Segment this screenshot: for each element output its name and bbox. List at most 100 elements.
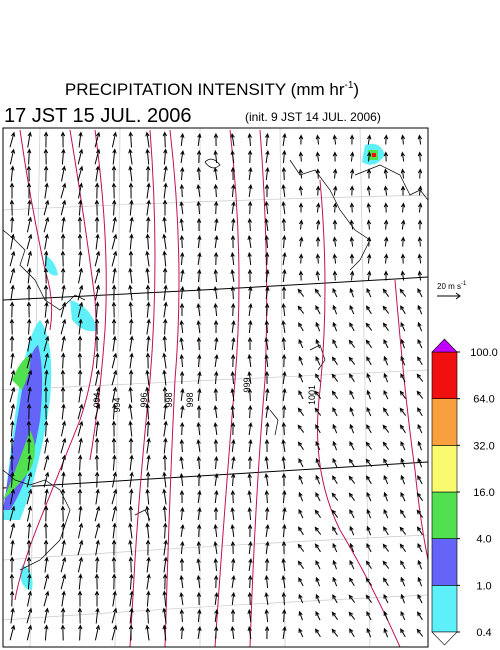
wind-arrow bbox=[366, 627, 372, 638]
wind-arrow bbox=[128, 284, 133, 301]
wind-arrow bbox=[112, 471, 117, 488]
wind-arrow bbox=[197, 489, 202, 503]
wind-arrow bbox=[26, 369, 33, 386]
colorbar: 0.4 1.0 4.0 16.0 32.0 64.0 100.0 bbox=[431, 338, 498, 646]
wind-arrow bbox=[10, 488, 15, 505]
wind-arrow bbox=[214, 217, 219, 231]
wind-arrow bbox=[61, 335, 66, 352]
wind-arrow bbox=[26, 488, 33, 505]
wind-arrow bbox=[196, 302, 201, 316]
wind-arrow bbox=[230, 302, 236, 317]
wind-arrow bbox=[230, 421, 236, 436]
wind-arrow bbox=[230, 625, 235, 640]
wind-arrow bbox=[298, 168, 304, 179]
wind-arrow bbox=[145, 267, 150, 284]
wind-arrow bbox=[417, 151, 423, 162]
vector-scale-exponent: -1 bbox=[461, 281, 467, 287]
wind-arrow bbox=[60, 318, 67, 335]
wind-arrow bbox=[231, 319, 236, 333]
wind-arrow bbox=[27, 454, 32, 471]
wind-arrow bbox=[128, 182, 134, 199]
wind-arrow bbox=[247, 217, 253, 232]
wind-arrow bbox=[145, 352, 151, 369]
wind-arrow bbox=[162, 386, 168, 403]
colorbar-segment bbox=[431, 491, 458, 539]
wind-arrow bbox=[213, 302, 218, 317]
wind-arrow bbox=[399, 390, 407, 399]
wind-arrow bbox=[27, 386, 32, 403]
wind-arrow bbox=[265, 166, 270, 181]
wind-arrow bbox=[94, 471, 100, 488]
wind-arrow bbox=[365, 594, 373, 603]
wind-arrow bbox=[60, 556, 67, 573]
isobar-label: 999 bbox=[242, 377, 252, 392]
wind-arrow bbox=[230, 251, 235, 266]
wind-arrow bbox=[163, 437, 168, 454]
wind-arrow bbox=[400, 355, 406, 366]
wind-arrow bbox=[163, 556, 168, 573]
wind-arrow bbox=[366, 219, 372, 230]
wind-arrow bbox=[27, 131, 32, 148]
wind-arrow bbox=[416, 373, 424, 382]
colorbar-segment bbox=[431, 445, 458, 493]
wind-arrow bbox=[417, 185, 423, 196]
wind-arrow bbox=[281, 285, 287, 299]
wind-arrow bbox=[383, 219, 389, 230]
wind-arrow bbox=[417, 474, 423, 485]
wind-arrow bbox=[248, 557, 253, 571]
wind-arrow bbox=[27, 573, 32, 590]
wind-arrow bbox=[78, 573, 83, 590]
wind-arrow bbox=[247, 149, 253, 164]
wind-arrow bbox=[230, 506, 235, 520]
wind-arrow bbox=[196, 200, 201, 215]
wind-arrow bbox=[111, 420, 117, 437]
wind-arrow bbox=[43, 352, 49, 369]
wind-arrow bbox=[248, 183, 253, 197]
wind-arrow bbox=[112, 199, 117, 216]
wind-arrow bbox=[264, 472, 269, 486]
wind-arrow bbox=[111, 488, 118, 505]
wind-arrow bbox=[43, 318, 49, 335]
wind-arrow bbox=[348, 611, 356, 620]
wind-arrow bbox=[77, 216, 83, 233]
wind-arrow bbox=[400, 185, 406, 196]
wind-arrow bbox=[417, 236, 423, 247]
wind-arrow bbox=[366, 134, 372, 145]
wind-arrow bbox=[112, 267, 117, 284]
wind-arrow bbox=[44, 624, 49, 641]
wind-arrow bbox=[416, 492, 424, 501]
wind-arrow bbox=[44, 488, 49, 505]
precip-area bbox=[3, 345, 43, 510]
wind-arrow bbox=[213, 387, 219, 402]
wind-arrow bbox=[298, 338, 304, 349]
wind-arrow bbox=[129, 199, 134, 216]
wind-arrow bbox=[9, 505, 16, 522]
wind-arrow bbox=[264, 370, 270, 385]
wind-arrow bbox=[61, 522, 66, 539]
wind-arrow bbox=[112, 403, 117, 420]
wind-arrow bbox=[9, 199, 15, 216]
wind-arrow bbox=[9, 131, 16, 148]
wind-arrow bbox=[298, 491, 304, 502]
wind-arrow bbox=[315, 474, 321, 485]
wind-arrow bbox=[314, 288, 322, 297]
wind-arrow bbox=[111, 607, 118, 624]
wind-arrow bbox=[332, 423, 338, 434]
wind-arrow bbox=[128, 301, 133, 318]
wind-arrow bbox=[213, 404, 218, 418]
wind-arrow bbox=[366, 185, 372, 196]
wind-arrow bbox=[314, 628, 321, 638]
wind-arrow bbox=[95, 165, 100, 182]
wind-arrow bbox=[128, 386, 133, 403]
wind-arrow bbox=[366, 356, 372, 366]
wind-arrow bbox=[213, 625, 219, 640]
isobar-label: 996 bbox=[139, 392, 149, 407]
wind-arrow bbox=[314, 390, 322, 399]
wind-arrow bbox=[26, 301, 32, 318]
wind-arrow bbox=[111, 233, 118, 250]
precip-area bbox=[3, 430, 35, 500]
wind-arrow bbox=[95, 284, 100, 301]
wind-arrow bbox=[77, 556, 83, 573]
wind-arrow bbox=[213, 574, 219, 589]
